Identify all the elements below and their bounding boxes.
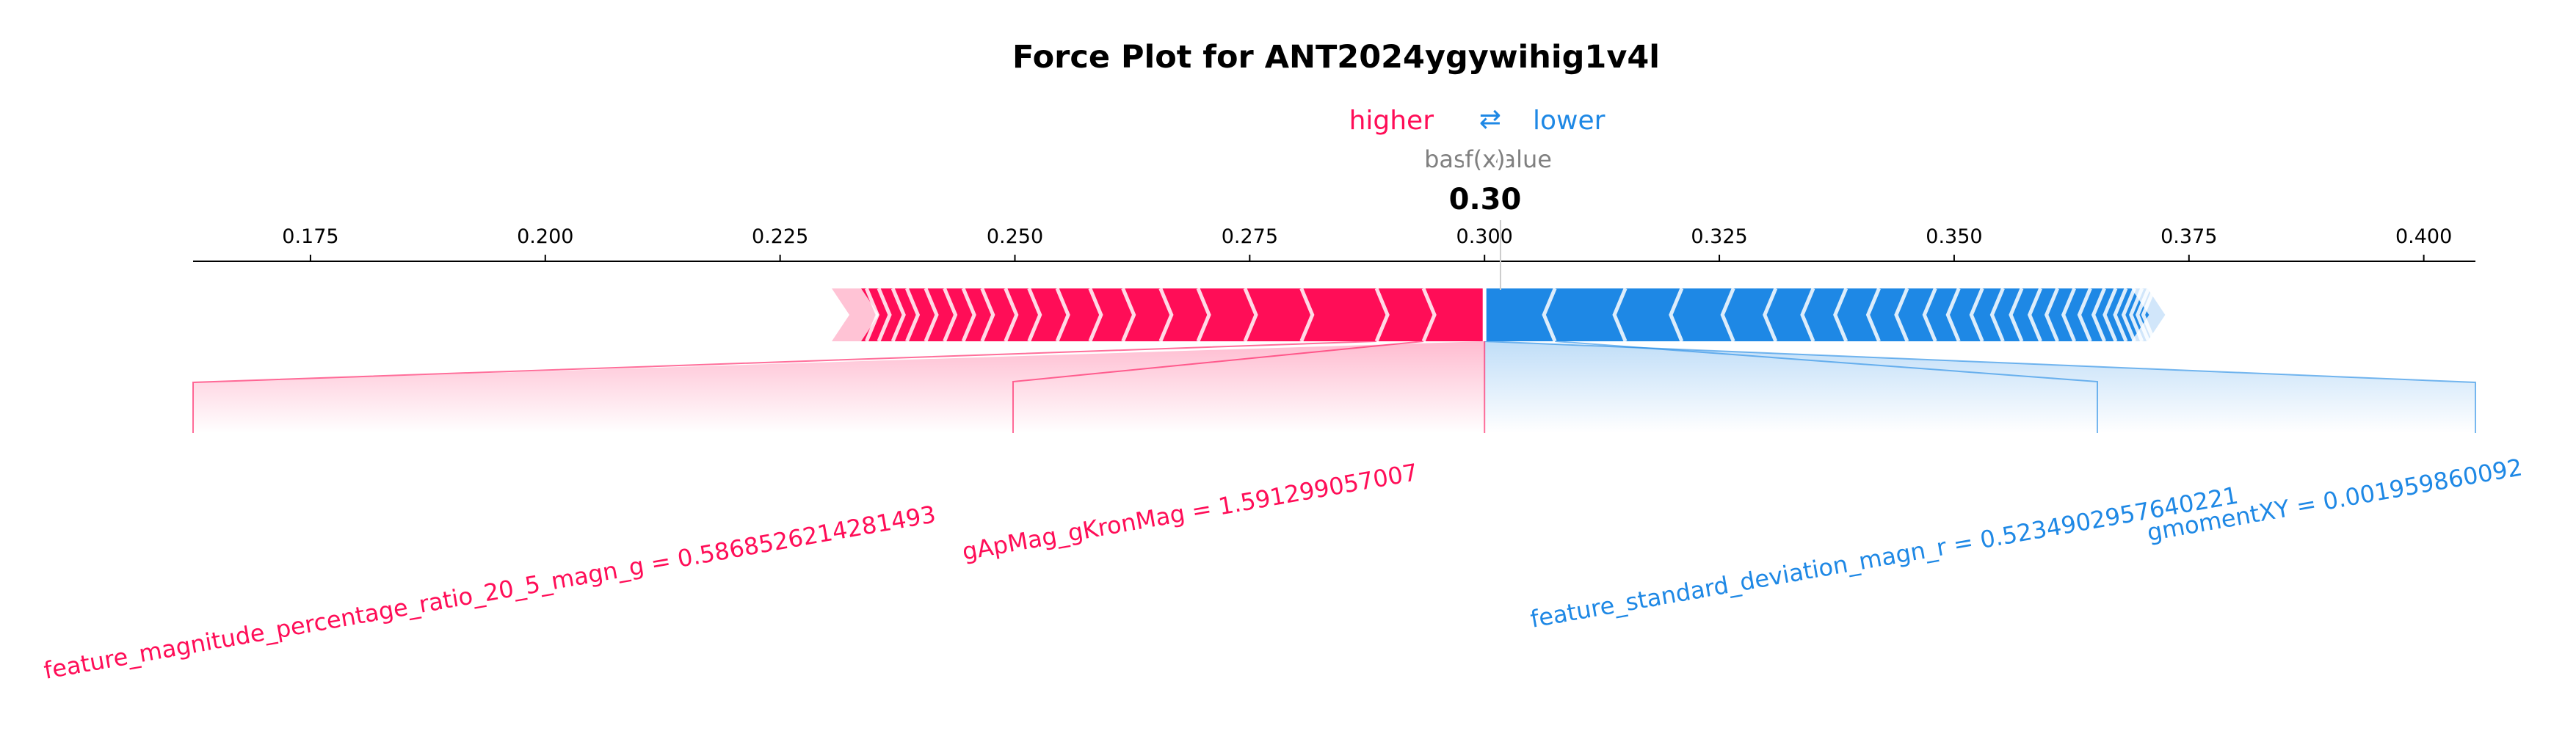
negative-chevron [1894,288,1909,342]
positive-chevron [1374,288,1390,342]
x-tick-label: 0.175 [282,225,338,248]
positive-connector [1012,341,1424,433]
negative-feature-label: feature_standard_deviation_magn_r = 0.52… [1528,481,2241,633]
negative-chevron [1833,288,1848,342]
positive-chevron [943,288,958,342]
negative-chevron [2009,288,2024,342]
legend-lower: lower [1533,106,1606,136]
positive-feature-label: gApMag_gKronMag = 1.591299057007 [960,458,1420,566]
negative-chevron [2102,288,2118,342]
negative-chevron [2044,288,2059,342]
legend: higher ⇄ lower [1349,104,1606,136]
positive-chevron [961,288,976,342]
x-tick-label: 0.400 [2395,225,2452,248]
fx-value: 0.30 [1449,183,1522,217]
positive-chevron [1158,288,1174,342]
x-tick-label: 0.375 [2160,225,2217,248]
x-tick-label: 0.275 [1222,225,1278,248]
negative-connector [1555,341,2098,433]
negative-chevron [2091,288,2106,342]
feature-labels: feature_magnitude_percentage_ratio_20_5_… [42,453,2525,684]
negative-chevron [2061,288,2076,342]
negative-chevron [1800,288,1815,342]
negative-chevron [1720,288,1735,342]
chart-title: Force Plot for ANT2024ygywihig1v4l [1012,39,1660,76]
positive-tail [832,288,877,341]
legend-arrow-icon: ⇄ [1479,104,1501,134]
negative-chevron [1542,288,1557,342]
negative-chevron [2027,288,2042,342]
positive-chevron [924,288,939,342]
positive-chevron [1055,288,1070,342]
negative-chevron [2113,288,2128,342]
positive-chevron [905,288,921,342]
negative-chevron [1969,288,1984,342]
positive-chevron [1421,288,1437,342]
positive-chevron [877,288,892,342]
positive-spread-area [193,341,1485,433]
positive-connector [192,341,1377,433]
x-tick-label: 0.250 [987,225,1043,248]
negative-chevron [2129,288,2144,342]
legend-higher: higher [1349,106,1434,136]
negative-bar [1484,288,2149,341]
negative-chevron [1865,288,1881,342]
base-value-label: base value [1424,145,1552,173]
x-tick-label: 0.200 [517,225,573,248]
x-tick-label: 0.350 [1926,225,1982,248]
positive-feature-label: feature_magnitude_percentage_ratio_20_5_… [42,500,938,684]
positive-chevron [1088,288,1103,342]
positive-chevron [890,288,906,342]
negative-chevron [2077,288,2092,342]
positive-chevron [1299,288,1315,342]
negative-spread-area [1484,341,2475,433]
positive-chevron [1027,288,1042,342]
negative-chevron [1989,288,2005,342]
negative-chevron [2136,288,2151,342]
positive-chevron [980,288,995,342]
x-axis: 0.175 0.200 0.225 0.250 0.275 0.300 0.325 0.350… [193,225,2475,262]
negative-chevron [1612,288,1628,342]
x-tick-label: 0.325 [1691,225,1747,248]
negative-chevron [2141,288,2156,342]
negative-chevron [1945,288,1961,342]
x-tick-label: 0.225 [752,225,808,248]
negative-chevron [2121,288,2136,342]
positive-chevron [1121,288,1136,342]
negative-chevron [1763,288,1778,342]
positive-chevron [1196,288,1211,342]
negative-chevron [1669,288,1684,342]
positive-chevron [1243,288,1258,342]
x-tick-label: 0.300 [1456,225,1513,248]
negative-chevron [1922,288,1937,342]
positive-chevron [865,288,880,342]
fx-label: f(x) [1465,145,1505,173]
negative-connector [1484,341,2476,433]
force-bars [832,288,2166,342]
feature-spread-layer [192,341,2476,433]
positive-chevron [1004,288,1019,342]
